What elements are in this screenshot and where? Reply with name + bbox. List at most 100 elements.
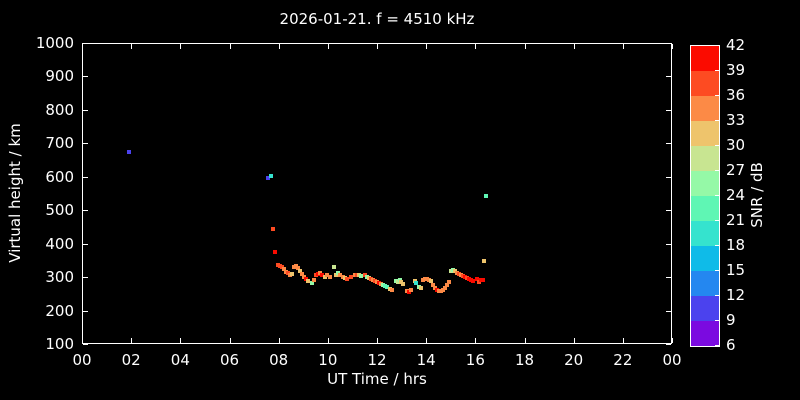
colorbar-tick-label: 12 — [726, 286, 746, 304]
x-tick — [278, 338, 280, 343]
data-point — [419, 285, 423, 290]
data-point — [275, 262, 280, 267]
y-tick-right — [666, 310, 671, 312]
x-tick-label: 00 — [662, 351, 682, 369]
y-tick — [83, 176, 88, 178]
colorbar-segment — [691, 121, 719, 146]
data-point — [393, 278, 398, 283]
y-tick-right — [666, 76, 671, 78]
data-point — [454, 270, 459, 275]
x-tick-top — [131, 44, 133, 49]
colorbar-segment — [691, 221, 719, 246]
y-tick-label: 800 — [45, 100, 74, 119]
colorbar-tick — [715, 270, 719, 271]
colorbar-segment — [691, 321, 719, 346]
y-tick-label: 400 — [45, 234, 74, 253]
y-tick — [83, 310, 88, 312]
data-point — [440, 287, 445, 292]
data-point — [352, 272, 357, 277]
colorbar — [690, 45, 720, 347]
data-point — [366, 275, 371, 280]
y-tick — [83, 76, 88, 78]
x-tick — [82, 338, 83, 343]
data-point — [301, 274, 306, 279]
colorbar-segment — [691, 196, 719, 221]
data-point — [445, 282, 450, 287]
colorbar-tick-label: 9 — [726, 311, 736, 329]
x-tick-label: 20 — [564, 351, 584, 369]
x-tick — [180, 338, 182, 343]
data-point — [477, 279, 482, 284]
x-tick-label: 14 — [416, 351, 436, 369]
x-tick — [377, 338, 378, 343]
colorbar-segment — [691, 296, 719, 321]
colorbar-tick — [715, 95, 719, 96]
x-tick — [475, 338, 477, 343]
data-point — [429, 278, 434, 283]
data-point — [406, 289, 411, 294]
y-tick-label: 700 — [45, 134, 74, 153]
data-point — [447, 279, 452, 284]
y-tick-label: 500 — [45, 201, 74, 220]
data-point — [396, 279, 401, 284]
x-tick-top — [524, 44, 526, 49]
data-point — [426, 277, 431, 282]
data-point — [310, 280, 315, 285]
y-tick — [83, 109, 88, 111]
data-point — [289, 271, 294, 276]
data-point — [266, 176, 271, 181]
x-tick-top — [622, 44, 624, 49]
x-tick-top — [377, 44, 378, 49]
colorbar-tick — [715, 220, 719, 221]
data-point — [328, 274, 333, 279]
colorbar-tick-label: 18 — [726, 236, 746, 254]
x-tick — [327, 338, 329, 343]
x-tick — [229, 338, 231, 343]
colorbar-tick-label: 21 — [726, 211, 746, 229]
y-tick — [83, 43, 88, 44]
data-point — [399, 279, 404, 284]
data-point — [333, 272, 338, 277]
colorbar-segment — [691, 96, 719, 121]
y-tick-right — [666, 176, 671, 178]
data-point — [126, 149, 131, 154]
data-point — [337, 272, 342, 277]
data-point — [331, 264, 336, 269]
x-tick — [622, 338, 624, 343]
colorbar-tick — [715, 145, 719, 146]
colorbar-tick-label: 33 — [726, 111, 746, 129]
data-point — [345, 276, 349, 281]
colorbar-tick-label: 15 — [726, 261, 746, 279]
data-point — [442, 285, 447, 290]
data-point — [475, 276, 480, 281]
data-point — [282, 266, 287, 271]
y-tick — [83, 210, 88, 212]
data-point — [317, 270, 322, 275]
x-tick-top — [573, 44, 575, 49]
x-tick-top — [229, 44, 231, 49]
y-tick-right — [666, 43, 671, 44]
colorbar-tick — [715, 120, 719, 121]
data-point — [466, 276, 471, 281]
data-point — [471, 278, 476, 283]
colorbar-tick-label: 27 — [726, 161, 746, 179]
x-tick-top — [475, 44, 477, 49]
x-tick-label: 04 — [170, 351, 190, 369]
y-tick-label: 100 — [45, 335, 74, 353]
x-tick — [426, 338, 428, 343]
data-point — [306, 278, 311, 283]
data-point — [271, 226, 275, 231]
y-tick — [83, 143, 88, 145]
data-point — [300, 271, 305, 276]
x-tick-label: 16 — [465, 351, 485, 369]
x-tick — [672, 338, 673, 343]
data-point — [272, 250, 277, 255]
data-point — [280, 264, 285, 269]
data-point — [286, 270, 290, 275]
data-point — [385, 284, 390, 289]
x-tick — [573, 338, 575, 343]
x-tick-label: 22 — [613, 351, 633, 369]
x-tick-top — [327, 44, 329, 49]
data-point — [380, 282, 385, 287]
